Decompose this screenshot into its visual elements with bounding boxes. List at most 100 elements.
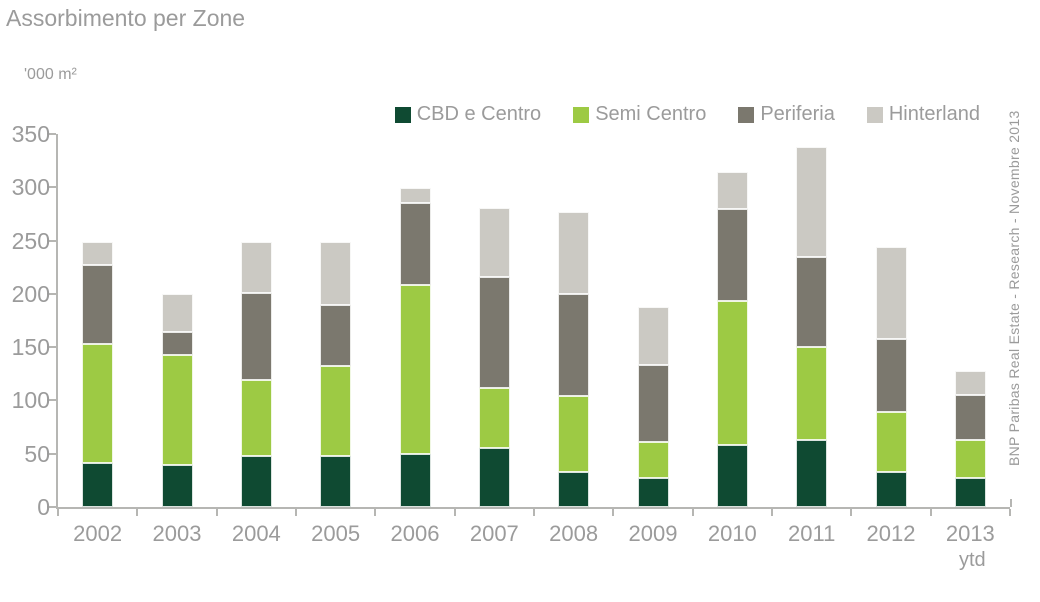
bar-segment-2006-periferia <box>399 203 431 286</box>
bar-segment-2002-periferia <box>82 265 114 344</box>
x-axis-tick <box>215 509 218 516</box>
y-axis-unit-label: '000 m² <box>24 66 77 83</box>
x-axis-tick <box>771 509 773 516</box>
bar-segment-2005-periferia <box>320 304 352 367</box>
bar-segment-2008-hinterland <box>558 211 590 294</box>
bar-segment-2009-periferia <box>637 365 669 442</box>
bar-segment-2006-cbd-e-centro <box>399 453 431 507</box>
x-axis-tick <box>295 509 297 516</box>
bar-segment-2007-semi-centro <box>478 387 510 449</box>
x-axis-line <box>56 507 1010 509</box>
y-axis-tick <box>47 506 56 508</box>
x-axis-label-2005: 2005 <box>311 521 361 546</box>
y-axis-tick-label: 150 <box>11 334 50 361</box>
bar-segment-2004-periferia <box>240 292 272 381</box>
bar-segment-2010-semi-centro <box>716 301 748 446</box>
y-axis-tick-label: 200 <box>11 280 50 307</box>
bar-segment-2011-cbd-e-centro <box>796 439 828 507</box>
bar-segment-2012-periferia <box>875 338 907 413</box>
y-axis-tick <box>47 399 56 402</box>
bar-segment-2003-periferia <box>161 332 193 355</box>
x-axis-label-2009: 2009 <box>628 521 678 546</box>
y-axis-tick-label: 50 <box>24 440 50 467</box>
bar-segment-2009-cbd-e-centro <box>637 478 669 507</box>
bar-segment-2009-hinterland <box>637 306 669 366</box>
y-axis-tick-label: 250 <box>11 227 50 254</box>
legend-item-semi-centro: Semi Centro <box>573 103 706 126</box>
bar-segment-2013-cbd-e-centro <box>954 478 986 507</box>
bar-segment-2002-semi-centro <box>82 343 114 464</box>
bar-segment-2009-semi-centro <box>637 441 669 479</box>
y-axis-tick <box>47 239 56 242</box>
legend-label-cbd-e-centro: CBD e Centro <box>416 103 542 125</box>
x-axis-label-2002: 2002 <box>73 521 123 546</box>
bar-segment-2005-hinterland <box>320 241 352 305</box>
bar-segment-2008-cbd-e-centro <box>558 471 590 507</box>
x-axis-label-2006: 2006 <box>390 521 440 546</box>
x-axis-tick <box>929 509 932 516</box>
x-axis-tick <box>533 509 535 516</box>
legend-item-cbd-e-centro: CBD e Centro <box>394 103 542 126</box>
bar-segment-2002-cbd-e-centro <box>82 463 114 507</box>
bar-segment-2008-periferia <box>558 293 590 397</box>
legend-swatch-cbd-e-centro <box>394 106 411 123</box>
legend-label-periferia: Periferia <box>760 103 835 125</box>
x-axis-tick <box>453 509 456 516</box>
legend-swatch-semi-centro <box>573 106 590 123</box>
bar-segment-2010-cbd-e-centro <box>716 445 748 507</box>
x-axis-tick <box>612 509 615 516</box>
bar-segment-2007-periferia <box>478 276 510 388</box>
x-axis-tick <box>691 509 694 516</box>
bar-segment-2013-hinterland <box>954 370 986 396</box>
legend-item-periferia: Periferia <box>738 103 835 126</box>
x-axis-sublabel-2013: ytd <box>958 549 986 571</box>
bar-segment-2011-semi-centro <box>796 347 828 440</box>
bar-segment-2010-periferia <box>716 208 748 302</box>
bar-segment-2006-hinterland <box>399 188 431 204</box>
x-axis-label-2007: 2007 <box>469 521 519 546</box>
legend-label-hinterland: Hinterland <box>888 103 980 125</box>
bar-segment-2012-cbd-e-centro <box>875 471 907 507</box>
legend-label-semi-centro: Semi Centro <box>595 103 707 125</box>
y-axis-tick <box>47 292 56 295</box>
bar-segment-2003-cbd-e-centro <box>161 465 193 507</box>
y-axis-tick <box>47 186 56 189</box>
bar-segment-2007-hinterland <box>478 207 510 277</box>
y-axis-tick-label: 0 <box>37 494 50 520</box>
x-axis-label-2013: 2013 <box>945 521 995 546</box>
x-axis-tick <box>57 509 59 516</box>
x-axis-label-2003: 2003 <box>152 521 202 546</box>
x-axis-tick <box>1009 509 1011 516</box>
bar-segment-2003-semi-centro <box>161 354 193 466</box>
legend-swatch-periferia <box>738 106 755 123</box>
x-axis-tick <box>374 509 377 516</box>
y-axis-line <box>56 134 58 509</box>
y-axis-tick-label: 100 <box>11 387 50 414</box>
x-axis-end-tick <box>1010 499 1012 507</box>
y-axis-tick <box>47 452 56 455</box>
x-axis-tick <box>136 509 139 516</box>
legend-swatch-hinterland <box>866 106 883 123</box>
bar-segment-2011-hinterland <box>796 146 828 257</box>
chart-title: Assorbimento per Zone <box>6 5 246 31</box>
bar-segment-2004-semi-centro <box>240 380 272 456</box>
y-axis-tick <box>47 346 56 349</box>
bar-segment-2010-hinterland <box>716 172 748 209</box>
legend: CBD e Centro Semi Centro Periferia Hinterla… <box>394 103 980 126</box>
bar-segment-2007-cbd-e-centro <box>478 448 510 507</box>
legend-item-hinterland: Hinterland <box>866 103 980 126</box>
x-axis-label-2008: 2008 <box>549 521 599 546</box>
x-axis-label-2011: 2011 <box>788 521 836 546</box>
bar-segment-2005-semi-centro <box>320 366 352 456</box>
x-axis-tick <box>850 509 853 516</box>
x-axis-label-2010: 2010 <box>707 521 757 546</box>
bar-segment-2012-hinterland <box>875 246 907 339</box>
x-axis-label-2012: 2012 <box>866 521 916 546</box>
bar-segment-2011-periferia <box>796 256 828 348</box>
bar-segment-2008-semi-centro <box>558 396 590 472</box>
y-axis-tick <box>47 133 56 135</box>
y-axis-tick-label: 300 <box>11 174 50 201</box>
bar-segment-2005-cbd-e-centro <box>320 455 352 507</box>
